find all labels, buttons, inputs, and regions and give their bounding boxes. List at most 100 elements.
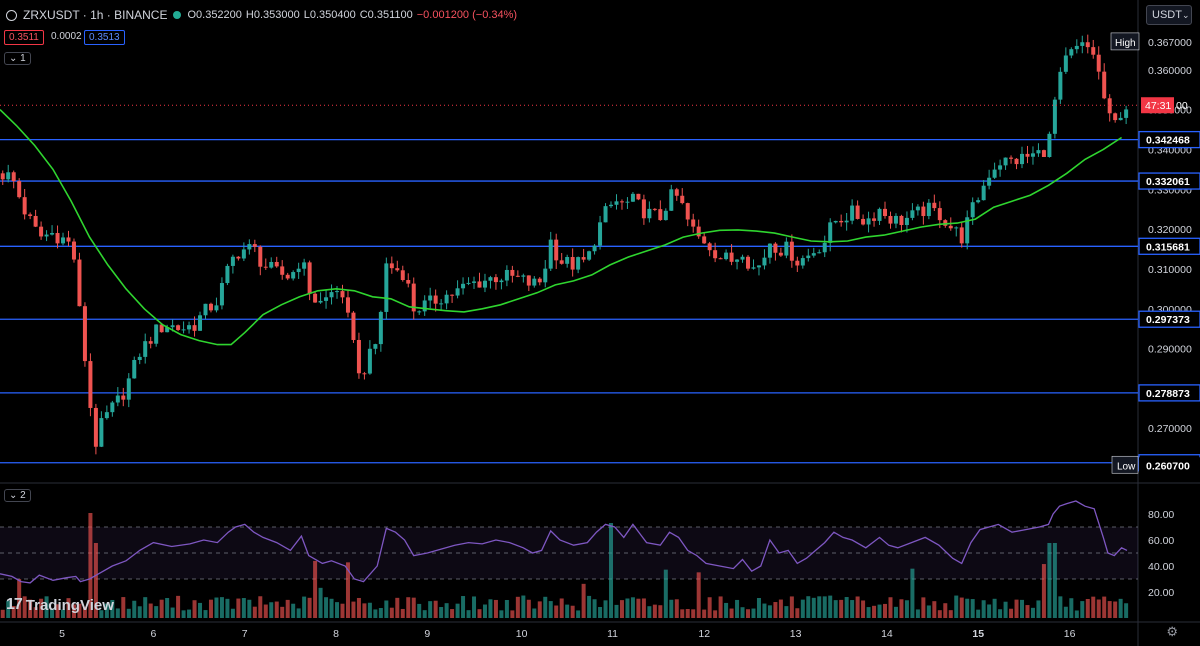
- candle: [609, 204, 614, 207]
- volume-bar: [888, 597, 893, 618]
- candle: [115, 395, 120, 403]
- volume-bar: [817, 596, 822, 618]
- candle: [910, 210, 915, 218]
- candle: [362, 373, 367, 375]
- candle: [33, 215, 38, 227]
- volume-bar: [6, 600, 11, 618]
- candle: [439, 303, 444, 305]
- candle: [893, 215, 898, 224]
- gear-icon[interactable]: ⚙: [1166, 624, 1178, 639]
- candle: [548, 239, 553, 269]
- candle: [976, 200, 981, 203]
- candle: [724, 252, 729, 260]
- volume-bar: [1113, 601, 1118, 618]
- candle: [50, 232, 55, 235]
- candle: [154, 324, 159, 344]
- level-label-box: [1138, 130, 1200, 149]
- rsi-tick-label: 40.00: [1148, 561, 1174, 573]
- ask-button[interactable]: 0.3513: [84, 30, 125, 45]
- symbol-title[interactable]: ZRXUSDT · 1h · BINANCE: [23, 8, 168, 22]
- candle: [44, 234, 49, 237]
- volume-bar: [22, 596, 27, 618]
- candle: [203, 303, 208, 316]
- pane-1-toggle[interactable]: ⌄ 1: [4, 52, 31, 65]
- volume-bar: [247, 599, 252, 618]
- volume-bar: [274, 601, 279, 618]
- candle: [855, 205, 860, 219]
- currency-label: USDT: [1152, 9, 1182, 21]
- candle: [274, 261, 279, 267]
- volume-bar: [198, 602, 203, 618]
- volume-bar: [225, 598, 230, 618]
- volume-bar: [488, 599, 493, 618]
- volume-bar: [400, 608, 405, 618]
- candle: [800, 258, 805, 266]
- currency-select[interactable]: USDT ⌄: [1146, 5, 1192, 25]
- volume-bar: [88, 513, 93, 618]
- candle: [110, 402, 115, 413]
- candle: [219, 283, 224, 306]
- volume-bar: [252, 606, 257, 618]
- volume-bar: [647, 606, 652, 618]
- volume-bar: [691, 609, 696, 618]
- volume-bar: [619, 600, 624, 618]
- candle: [521, 275, 526, 277]
- volume-bar: [1030, 607, 1035, 618]
- volume-bar: [1074, 610, 1079, 618]
- volume-bar: [1069, 598, 1074, 618]
- volume-bar: [904, 600, 909, 618]
- volume-bar: [515, 596, 520, 618]
- volume-bar: [302, 596, 307, 618]
- open-value: O0.352200: [187, 9, 242, 21]
- volume-bar: [1091, 596, 1096, 618]
- candle: [515, 275, 520, 277]
- volume-bar: [729, 608, 734, 618]
- candle: [1113, 113, 1118, 121]
- volume-bar: [537, 601, 542, 618]
- volume-bar: [121, 597, 126, 618]
- time-tick-label: 15: [972, 628, 984, 640]
- candle: [11, 172, 16, 182]
- candle: [198, 315, 203, 331]
- bid-button[interactable]: 0.3511: [4, 30, 44, 45]
- volume-bar: [554, 605, 559, 618]
- candle: [367, 348, 372, 374]
- volume-bar: [778, 599, 783, 618]
- candle: [461, 283, 466, 289]
- pane-2-label: 2: [20, 490, 26, 501]
- candle: [1063, 55, 1068, 72]
- high-value: H0.353000: [245, 9, 300, 21]
- candle: [729, 252, 734, 262]
- candle: [214, 305, 219, 311]
- candle: [455, 288, 460, 296]
- volume-bar: [77, 603, 82, 618]
- chevron-down-icon: ⌄: [9, 490, 18, 501]
- high-value-box: [1139, 33, 1200, 50]
- volume-bar: [937, 610, 942, 618]
- volume-bar: [696, 572, 701, 618]
- candle: [702, 236, 707, 244]
- volume-bar: [313, 560, 318, 618]
- volume-bar: [395, 597, 400, 618]
- high-label-box: [1110, 32, 1140, 51]
- low-label: Low: [1117, 461, 1136, 472]
- low-label-box: [1111, 455, 1139, 474]
- candle: [619, 201, 624, 203]
- volume-bar: [50, 609, 55, 618]
- volume-bar: [614, 604, 619, 618]
- volume-bar: [1047, 543, 1052, 618]
- volume-bar: [126, 608, 131, 618]
- candle: [1041, 150, 1046, 158]
- volume-bar: [767, 605, 772, 618]
- candle: [55, 232, 60, 244]
- candle: [987, 177, 992, 186]
- volume-bar: [143, 597, 148, 618]
- candle: [313, 293, 318, 303]
- volume-bar: [915, 609, 920, 618]
- pane-2-toggle[interactable]: ⌄ 2: [4, 489, 31, 502]
- candle: [88, 361, 93, 408]
- candle: [126, 378, 131, 400]
- volume-bar: [559, 598, 564, 618]
- volume-bar: [493, 599, 498, 618]
